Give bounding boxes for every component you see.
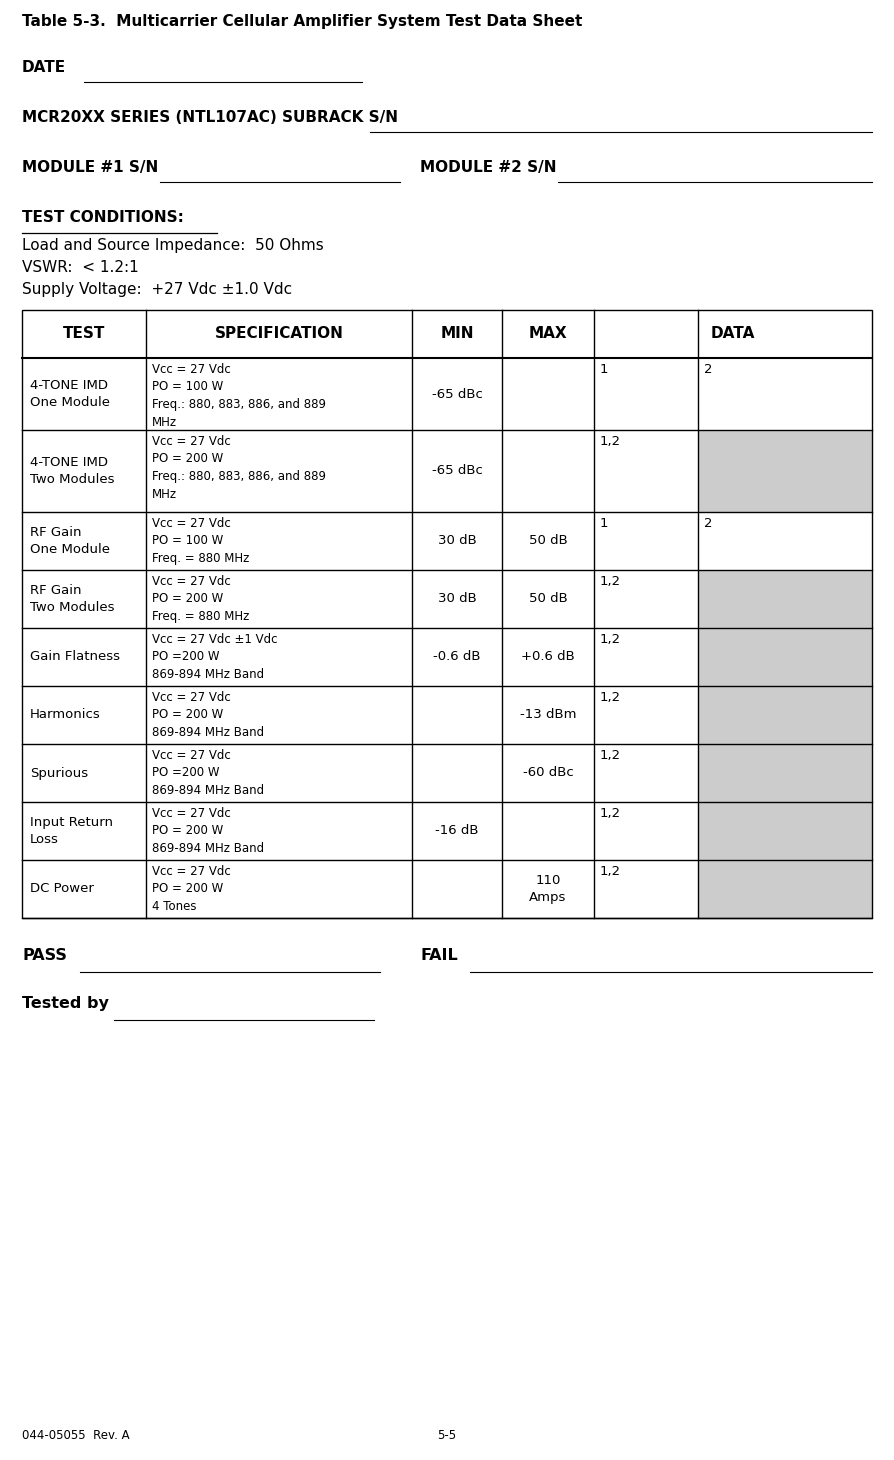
Text: Load and Source Impedance:  50 Ohms: Load and Source Impedance: 50 Ohms [22, 238, 324, 253]
Text: 5-5: 5-5 [437, 1429, 457, 1442]
Text: DATA: DATA [711, 327, 755, 342]
Text: -65 dBc: -65 dBc [432, 464, 483, 477]
Text: Gain Flatness: Gain Flatness [30, 651, 120, 663]
Text: Tested by: Tested by [22, 996, 109, 1010]
Text: 110
Amps: 110 Amps [529, 875, 567, 904]
Text: -13 dBm: -13 dBm [519, 708, 577, 721]
Text: 30 dB: 30 dB [438, 534, 477, 548]
Text: 1,2: 1,2 [600, 807, 621, 821]
Bar [698, 686, 872, 745]
Text: Supply Voltage:  +27 Vdc ±1.0 Vdc: Supply Voltage: +27 Vdc ±1.0 Vdc [22, 282, 292, 296]
Text: Vcc = 27 Vdc
PO =200 W
869-894 MHz Band: Vcc = 27 Vdc PO =200 W 869-894 MHz Band [152, 749, 264, 797]
Text: 1: 1 [600, 517, 609, 530]
Text: Table 5-3.  Multicarrier Cellular Amplifier System Test Data Sheet: Table 5-3. Multicarrier Cellular Amplifi… [22, 15, 582, 29]
Text: 1,2: 1,2 [600, 435, 621, 448]
Text: MCR20XX SERIES (NTL107AC) SUBRACK S/N: MCR20XX SERIES (NTL107AC) SUBRACK S/N [22, 110, 398, 126]
Text: -16 dB: -16 dB [435, 825, 479, 838]
Text: Harmonics: Harmonics [30, 708, 101, 721]
Text: 1: 1 [600, 364, 609, 377]
Bar [698, 431, 872, 512]
Bar [22, 310, 872, 918]
Text: -0.6 dB: -0.6 dB [434, 651, 481, 663]
Text: Vcc = 27 Vdc
PO = 200 W
869-894 MHz Band: Vcc = 27 Vdc PO = 200 W 869-894 MHz Band [152, 807, 264, 856]
Text: TEST: TEST [63, 327, 105, 342]
Text: -65 dBc: -65 dBc [432, 387, 483, 400]
Text: Vcc = 27 Vdc
PO = 200 W
Freq.: 880, 883, 886, and 889
MHz: Vcc = 27 Vdc PO = 200 W Freq.: 880, 883,… [152, 435, 326, 501]
Text: 1,2: 1,2 [600, 691, 621, 704]
Text: MAX: MAX [528, 327, 568, 342]
Text: DC Power: DC Power [30, 882, 94, 895]
Text: 50 dB: 50 dB [528, 534, 568, 548]
Text: Vcc = 27 Vdc
PO = 100 W
Freq. = 880 MHz: Vcc = 27 Vdc PO = 100 W Freq. = 880 MHz [152, 517, 249, 565]
Text: 50 dB: 50 dB [528, 593, 568, 606]
Text: 4-TONE IMD
One Module: 4-TONE IMD One Module [30, 380, 110, 409]
Text: 2: 2 [704, 517, 713, 530]
Text: 2: 2 [704, 364, 713, 377]
Text: FAIL: FAIL [420, 948, 458, 964]
Bar [698, 802, 872, 860]
Text: MODULE #1 S/N: MODULE #1 S/N [22, 161, 158, 175]
Text: VSWR:  < 1.2:1: VSWR: < 1.2:1 [22, 260, 139, 274]
Text: Vcc = 27 Vdc
PO = 100 W
Freq.: 880, 883, 886, and 889
MHz: Vcc = 27 Vdc PO = 100 W Freq.: 880, 883,… [152, 364, 326, 428]
Text: Input Return
Loss: Input Return Loss [30, 816, 113, 845]
Bar [698, 569, 872, 628]
Text: 1,2: 1,2 [600, 749, 621, 762]
Text: SPECIFICATION: SPECIFICATION [215, 327, 343, 342]
Text: 1,2: 1,2 [600, 634, 621, 645]
Text: Vcc = 27 Vdc ±1 Vdc
PO =200 W
869-894 MHz Band: Vcc = 27 Vdc ±1 Vdc PO =200 W 869-894 MH… [152, 634, 277, 680]
Text: DATE: DATE [22, 60, 66, 74]
Text: Vcc = 27 Vdc
PO = 200 W
869-894 MHz Band: Vcc = 27 Vdc PO = 200 W 869-894 MHz Band [152, 691, 264, 739]
Text: RF Gain
One Module: RF Gain One Module [30, 526, 110, 556]
Text: RF Gain
Two Modules: RF Gain Two Modules [30, 584, 114, 615]
Text: Vcc = 27 Vdc
PO = 200 W
Freq. = 880 MHz: Vcc = 27 Vdc PO = 200 W Freq. = 880 MHz [152, 575, 249, 623]
Text: -60 dBc: -60 dBc [523, 766, 573, 780]
Text: Spurious: Spurious [30, 766, 89, 780]
Text: Vcc = 27 Vdc
PO = 200 W
4 Tones: Vcc = 27 Vdc PO = 200 W 4 Tones [152, 864, 231, 912]
Text: MIN: MIN [440, 327, 474, 342]
Text: 044-05055  Rev. A: 044-05055 Rev. A [22, 1429, 130, 1442]
Text: 1,2: 1,2 [600, 575, 621, 588]
Text: 4-TONE IMD
Two Modules: 4-TONE IMD Two Modules [30, 456, 114, 486]
Text: +0.6 dB: +0.6 dB [521, 651, 575, 663]
Text: 30 dB: 30 dB [438, 593, 477, 606]
Text: 1,2: 1,2 [600, 864, 621, 877]
Text: MODULE #2 S/N: MODULE #2 S/N [420, 161, 556, 175]
Bar [698, 628, 872, 686]
Text: TEST CONDITIONS:: TEST CONDITIONS: [22, 210, 184, 225]
Text: PASS: PASS [22, 948, 67, 964]
Bar [698, 745, 872, 802]
Bar [698, 860, 872, 918]
